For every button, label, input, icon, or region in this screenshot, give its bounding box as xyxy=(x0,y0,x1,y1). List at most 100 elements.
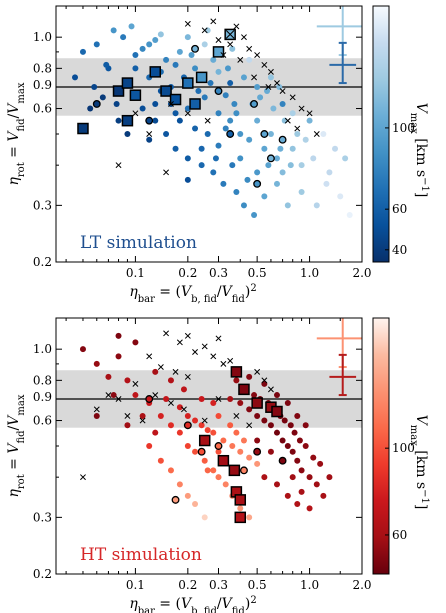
x-tick-label: 0.1 xyxy=(126,578,145,592)
point-square xyxy=(212,46,225,58)
point xyxy=(246,373,253,380)
x-axis-label-part-5: / xyxy=(217,284,222,300)
colorbar-label: Vmax [km s−1] xyxy=(409,415,431,510)
colorbar-label-part-0: V xyxy=(413,103,429,115)
point xyxy=(115,353,122,360)
point xyxy=(198,422,205,429)
y-axis-label-part-5: / xyxy=(6,425,22,430)
y-axis-label-part-0: η xyxy=(6,489,22,498)
point-square xyxy=(228,464,241,477)
point xyxy=(110,392,117,399)
x-axis-label-part-6: V xyxy=(222,596,234,612)
point-outlined xyxy=(278,456,287,465)
colorbar-label-part-3: −1 xyxy=(420,177,431,192)
point xyxy=(265,162,272,169)
point-outlined xyxy=(171,495,180,504)
point-x xyxy=(220,360,227,367)
x-axis-label-part-2: = ( xyxy=(155,596,181,612)
x-tick-label: 0.5 xyxy=(248,266,267,280)
point-x xyxy=(267,386,274,393)
point xyxy=(128,23,135,30)
point xyxy=(273,392,280,399)
point xyxy=(201,94,208,101)
point xyxy=(184,34,191,41)
x-tick-label: 1.0 xyxy=(300,266,319,280)
point xyxy=(204,467,211,474)
y-tick-label: 0.6 xyxy=(33,102,52,116)
point-x xyxy=(246,422,253,429)
point xyxy=(157,457,164,464)
colorbar-label-part-0: V xyxy=(413,415,429,427)
point xyxy=(192,501,199,508)
colorbar-label: Vmax [km s−1] xyxy=(409,103,431,198)
point-x xyxy=(184,20,191,27)
point xyxy=(237,131,244,137)
y-tick-label: 0.8 xyxy=(33,61,52,75)
point xyxy=(298,189,305,196)
point xyxy=(246,406,253,413)
point xyxy=(284,443,291,449)
x-axis-label-part-7: fid xyxy=(232,606,246,613)
point xyxy=(167,467,174,474)
point-outlined xyxy=(145,116,154,125)
point xyxy=(220,437,227,444)
point-square xyxy=(238,383,250,396)
point xyxy=(195,88,202,95)
plot-area-bottom xyxy=(56,318,362,524)
point-x xyxy=(146,131,153,137)
point-x xyxy=(284,117,291,124)
point xyxy=(294,501,301,508)
point xyxy=(273,481,280,488)
x-axis-label: ηbar = (Vb, fid/Vfid)2 xyxy=(129,283,256,305)
point-x xyxy=(124,412,131,419)
point xyxy=(184,412,191,419)
point xyxy=(254,460,261,467)
point xyxy=(240,202,247,209)
error-bar-1 xyxy=(329,41,357,85)
point xyxy=(152,117,159,124)
point xyxy=(192,125,199,132)
point xyxy=(139,45,146,52)
point-outlined xyxy=(250,100,259,108)
point xyxy=(320,131,327,137)
x-axis-label-part-7: fid xyxy=(232,294,246,305)
point xyxy=(313,202,320,209)
point xyxy=(254,117,261,124)
point xyxy=(267,131,274,137)
point xyxy=(210,169,217,176)
point-x xyxy=(152,392,159,399)
y-tick-label: 1.0 xyxy=(33,30,52,44)
plot-area-top xyxy=(56,6,362,218)
point xyxy=(184,443,191,449)
point xyxy=(267,422,274,429)
point xyxy=(294,457,301,464)
point xyxy=(124,422,131,429)
point-outlined xyxy=(266,154,275,163)
point-square-x xyxy=(225,30,235,39)
point xyxy=(233,110,240,117)
point-square xyxy=(234,494,247,506)
y-axis-label-part-1: rot xyxy=(16,162,27,177)
point-x xyxy=(176,339,183,346)
point xyxy=(139,412,146,419)
point xyxy=(332,145,339,152)
point-square xyxy=(189,98,201,110)
point-x xyxy=(279,88,286,94)
point xyxy=(246,136,253,143)
point-outlined xyxy=(253,179,262,188)
point xyxy=(99,94,106,101)
x-tick-label: 0.3 xyxy=(209,266,228,280)
point xyxy=(276,83,283,90)
point xyxy=(246,454,253,461)
point-square xyxy=(121,77,134,89)
point xyxy=(163,395,170,402)
point xyxy=(310,155,317,162)
point xyxy=(254,83,261,90)
y-axis-label: ηrot = Vfid/Vmax xyxy=(6,82,27,185)
point xyxy=(222,92,229,99)
point xyxy=(246,514,253,521)
point xyxy=(233,189,240,196)
point xyxy=(289,448,296,455)
point xyxy=(210,400,217,407)
